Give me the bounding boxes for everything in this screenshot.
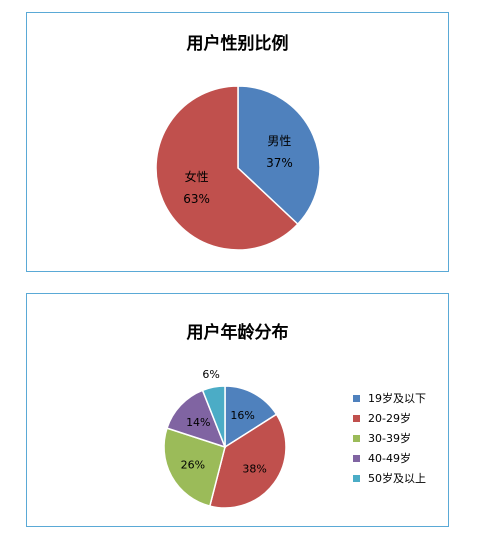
pie-slice [208,413,287,509]
pie-slice [237,85,321,226]
age-chart-panel: 用户年龄分布 16% 38% 26% 14% 6% 19岁及以下 20-29岁 30-3… [26,293,449,527]
data-label: 63% [183,192,210,206]
legend-swatch [353,434,360,442]
legend-item: 50岁及以上 [353,468,426,488]
legend-swatch [353,474,360,482]
legend-label: 19岁及以下 [368,392,426,405]
pie-slice [224,385,278,449]
data-label: 16% [230,409,254,422]
legend-item: 30-39岁 [353,428,426,448]
gender-chart-panel: 用户性别比例 男性 37% 女性 63% [26,12,449,272]
pie-slice [163,427,226,507]
legend-item: 19岁及以下 [353,388,426,408]
pie-slice [166,389,227,449]
gender-pie-chart: 男性 37% 女性 63% [155,85,321,251]
legend-label: 40-49岁 [368,452,411,465]
legend-swatch [353,394,360,402]
legend-label: 20-29岁 [368,412,411,425]
legend-swatch [353,454,360,462]
data-label: 38% [242,463,266,476]
legend-label: 30-39岁 [368,432,411,445]
age-chart-legend: 19岁及以下 20-29岁 30-39岁 40-49岁 50岁及以上 [353,388,426,488]
gender-chart-title: 用户性别比例 [186,34,289,54]
legend-item: 20-29岁 [353,408,426,428]
data-label: 26% [181,459,205,472]
legend-item: 40-49岁 [353,448,426,468]
data-label: 男性 [267,134,291,148]
data-label: 37% [266,156,293,170]
age-chart-title: 用户年龄分布 [186,323,289,343]
data-label: 6% [202,368,219,381]
pie-slice [201,385,226,448]
age-pie-chart: 16% 38% 26% 14% 6% [163,368,287,509]
legend-swatch [353,414,360,422]
legend-label: 50岁及以上 [368,472,426,485]
pie-slice [155,85,299,251]
data-label: 女性 [185,169,209,184]
data-label: 14% [186,416,210,429]
